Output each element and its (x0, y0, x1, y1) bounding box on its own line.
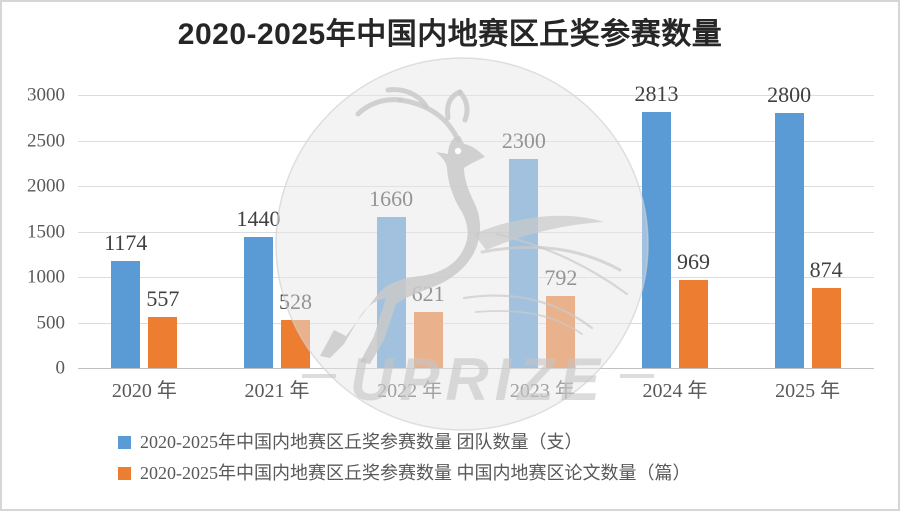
chart-title: 2020-2025年中国内地赛区丘奖参赛数量 (177, 18, 723, 51)
bar-papers: 969 (677, 250, 710, 368)
bar-value-label: 1174 (104, 230, 148, 256)
bar-group: 2300 792 2023 年 (476, 95, 609, 401)
bar-papers: 528 (279, 290, 312, 368)
bar-value-label: 874 (809, 257, 843, 283)
bar-papers: 792 (544, 266, 577, 368)
bar-value-label: 1660 (369, 185, 414, 211)
y-axis-label: 1500 (27, 221, 65, 242)
bar-value-label: 2800 (767, 82, 812, 108)
bars: 1440 528 (236, 95, 312, 368)
x-axis-label: 2020 年 (111, 380, 177, 402)
bar-papers: 557 (146, 288, 179, 368)
legend-swatch-teams (118, 436, 131, 450)
bars: 1174 557 (104, 95, 179, 368)
y-axis-label: 2000 (27, 175, 65, 197)
bar-group: 1174 557 2020 年 (78, 95, 211, 401)
bars: 2813 969 (634, 83, 710, 368)
x-axis-line (78, 368, 874, 369)
bar-value-label: 2300 (501, 127, 546, 153)
bars: 1660 621 (369, 95, 445, 368)
bar-value-label: 1440 (236, 205, 281, 231)
plot-area: 0 500 1000 1500 2000 2500 3000 1174 557 2020 年 144… (27, 83, 874, 401)
y-axis-label: 500 (36, 312, 66, 333)
x-axis-label: 2024 年 (642, 380, 708, 402)
legend-item-teams: 2020-2025年中国内地赛区丘奖参赛数量 团队数量（支） (118, 432, 691, 454)
bars: 2300 792 (502, 95, 577, 368)
x-axis-label: 2025 年 (775, 380, 841, 402)
bar-value-label: 792 (544, 264, 578, 290)
bar-group: 2813 969 2024 年 (609, 83, 742, 401)
legend-label-teams: 2020-2025年中国内地赛区丘奖参赛数量 团队数量（支） (140, 432, 583, 452)
bar-teams: 1660 (369, 187, 413, 368)
bars: 2800 874 (767, 84, 843, 368)
bar-group: 1660 621 2022 年 (343, 95, 476, 401)
y-axis-label: 3000 (27, 84, 65, 106)
bar-value-label: 969 (676, 248, 710, 274)
bar-value-label: 557 (146, 286, 180, 312)
bar-teams: 1440 (236, 207, 280, 368)
bar-group: 1440 528 2021 年 (211, 95, 344, 401)
bar-teams: 2813 (634, 83, 678, 368)
bar-group: 2800 874 2025 年 (741, 84, 874, 401)
bar-teams: 1174 (104, 232, 147, 368)
legend-label-papers: 2020-2025年中国内地赛区丘奖参赛数量 中国内地赛区论文数量（篇） (140, 462, 691, 483)
bar-papers: 621 (412, 282, 445, 368)
bar-teams: 2300 (502, 129, 546, 368)
legend-swatch-papers (118, 466, 131, 480)
y-axis-label: 0 (55, 357, 66, 379)
bar-papers: 874 (810, 259, 843, 368)
y-axis-label: 1000 (27, 266, 65, 288)
bar-teams: 2800 (767, 84, 811, 368)
bar-value-label: 528 (278, 288, 312, 314)
y-axis-label: 2500 (27, 130, 65, 151)
bar-value-label: 2813 (634, 81, 679, 107)
legend-item-papers: 2020-2025年中国内地赛区丘奖参赛数量 中国内地赛区论文数量（篇） (118, 463, 691, 485)
bar-value-label: 621 (411, 280, 445, 306)
legend: 2020-2025年中国内地赛区丘奖参赛数量 团队数量（支） 2020-2025… (118, 432, 691, 484)
